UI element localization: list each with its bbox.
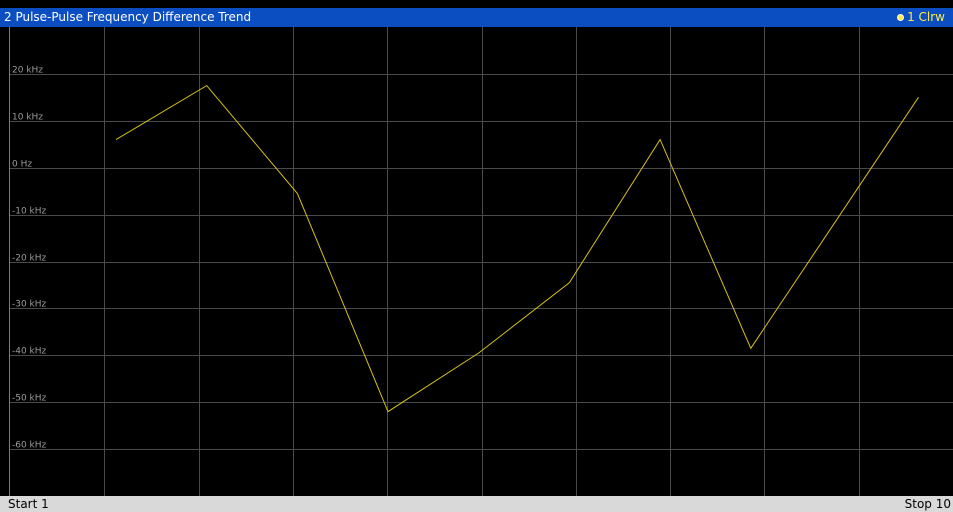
start-label: Start 1 — [8, 497, 49, 511]
y-tick-label: 20 kHz — [12, 66, 43, 76]
trace-1-line — [115, 84, 919, 413]
y-tick-label: -60 kHz — [12, 441, 47, 451]
window-title-bar[interactable]: 2 Pulse-Pulse Frequency Difference Trend… — [0, 8, 953, 27]
trace-label: 1 Clrw — [907, 10, 945, 24]
y-tick-label: 10 kHz — [12, 113, 43, 123]
y-tick-label: -30 kHz — [12, 300, 47, 310]
window-title: 2 Pulse-Pulse Frequency Difference Trend — [4, 10, 252, 24]
x-axis-footer: Start 1 Stop 10 — [0, 496, 953, 512]
y-tick-label: -40 kHz — [12, 347, 47, 357]
y-tick-label: -20 kHz — [12, 254, 47, 264]
trace-indicator-icon — [897, 14, 905, 21]
y-tick-label: -10 kHz — [12, 207, 47, 217]
plot-area — [10, 27, 953, 496]
grid — [10, 27, 953, 496]
stop-label: Stop 10 — [904, 497, 951, 511]
y-tick-label: -50 kHz — [12, 394, 47, 404]
trace-legend[interactable]: 1 Clrw — [897, 8, 945, 27]
y-tick-label: 0 Hz — [12, 160, 32, 170]
y-axis-ticks: 20 kHz 10 kHz 0 Hz -10 kHz -20 kHz -30 kHz -40… — [12, 66, 47, 451]
